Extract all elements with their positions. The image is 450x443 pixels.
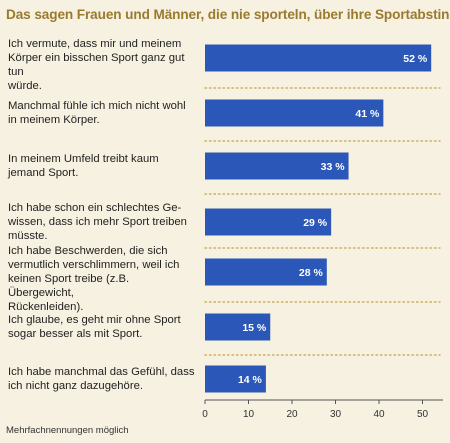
category-label-line: müsste. (8, 230, 48, 242)
bar-value-label: 28 % (299, 267, 324, 279)
category-label: Manchmal fühle ich mich nicht wohl in mei… (8, 99, 196, 127)
category-label-line: Ich habe schon ein schlechtes Ge- (8, 202, 182, 214)
x-tick-label: 40 (373, 409, 385, 420)
category-label-line: In meinem Umfeld treibt kaum (8, 153, 159, 165)
bar (205, 152, 349, 180)
category-label-line: wissen, dass ich mehr Sport treiben (8, 216, 187, 228)
category-label-line: in meinem Körper. (8, 114, 100, 126)
category-label-line: Rückenleiden). (8, 301, 84, 313)
x-tick-label: 20 (286, 409, 298, 420)
bar (205, 208, 332, 236)
bar-value-label: 52 % (403, 53, 428, 65)
x-tick-label: 10 (243, 409, 255, 420)
category-label-line: vermutlich verschlimmern, weil ich (8, 259, 180, 271)
category-label-line: Körper ein bisschen Sport ganz gut tun (8, 52, 185, 78)
category-label: Ich habe manchmal das Gefühl, dass ich ni… (8, 365, 196, 393)
category-label: Ich glaube, es geht mir ohne Sport sogar … (8, 313, 196, 341)
category-label-line: keinen Sport treibe (z.B. Übergewicht, (8, 273, 130, 299)
bar-value-label: 41 % (355, 108, 380, 120)
bar-value-label: 14 % (238, 374, 263, 386)
bar (205, 258, 327, 286)
category-label-line: würde. (8, 80, 42, 92)
category-label-line: sogar besser als mit Sport. (8, 328, 143, 340)
category-label-line: Ich habe manchmal das Gefühl, dass (8, 366, 195, 378)
category-label-line: Ich habe Beschwerden, die sich (8, 245, 168, 257)
category-label-line: jemand Sport. (8, 167, 79, 179)
category-label: Ich habe schon ein schlechtes Ge-wissen,… (8, 201, 196, 243)
x-tick-label: 50 (417, 409, 429, 420)
bar (205, 44, 432, 72)
category-label-line: Manchmal fühle ich mich nicht wohl (8, 100, 186, 112)
category-label: In meinem Umfeld treibt kaum jemand Sport… (8, 152, 196, 180)
bar-value-label: 15 % (242, 322, 267, 334)
category-label-line: Ich glaube, es geht mir ohne Sport (8, 314, 181, 326)
bar (205, 313, 271, 341)
category-label-line: Ich vermute, dass mir und meinem (8, 38, 182, 50)
bar-value-label: 29 % (303, 217, 328, 229)
x-tick-label: 30 (330, 409, 342, 420)
x-tick-label: 0 (202, 409, 208, 420)
category-label-line: ich nicht ganz dazugehöre. (8, 380, 144, 392)
bar (205, 99, 384, 127)
bar (205, 365, 266, 393)
category-label: Ich habe Beschwerden, die sich vermutlich… (8, 244, 196, 314)
chart-title: Das sagen Frauen und Männer, die nie spo… (6, 7, 450, 22)
footnote: Mehrfachnennungen möglich (6, 425, 129, 436)
category-label: Ich vermute, dass mir und meinem Körper e… (8, 37, 196, 93)
bar-value-label: 33 % (321, 161, 346, 173)
